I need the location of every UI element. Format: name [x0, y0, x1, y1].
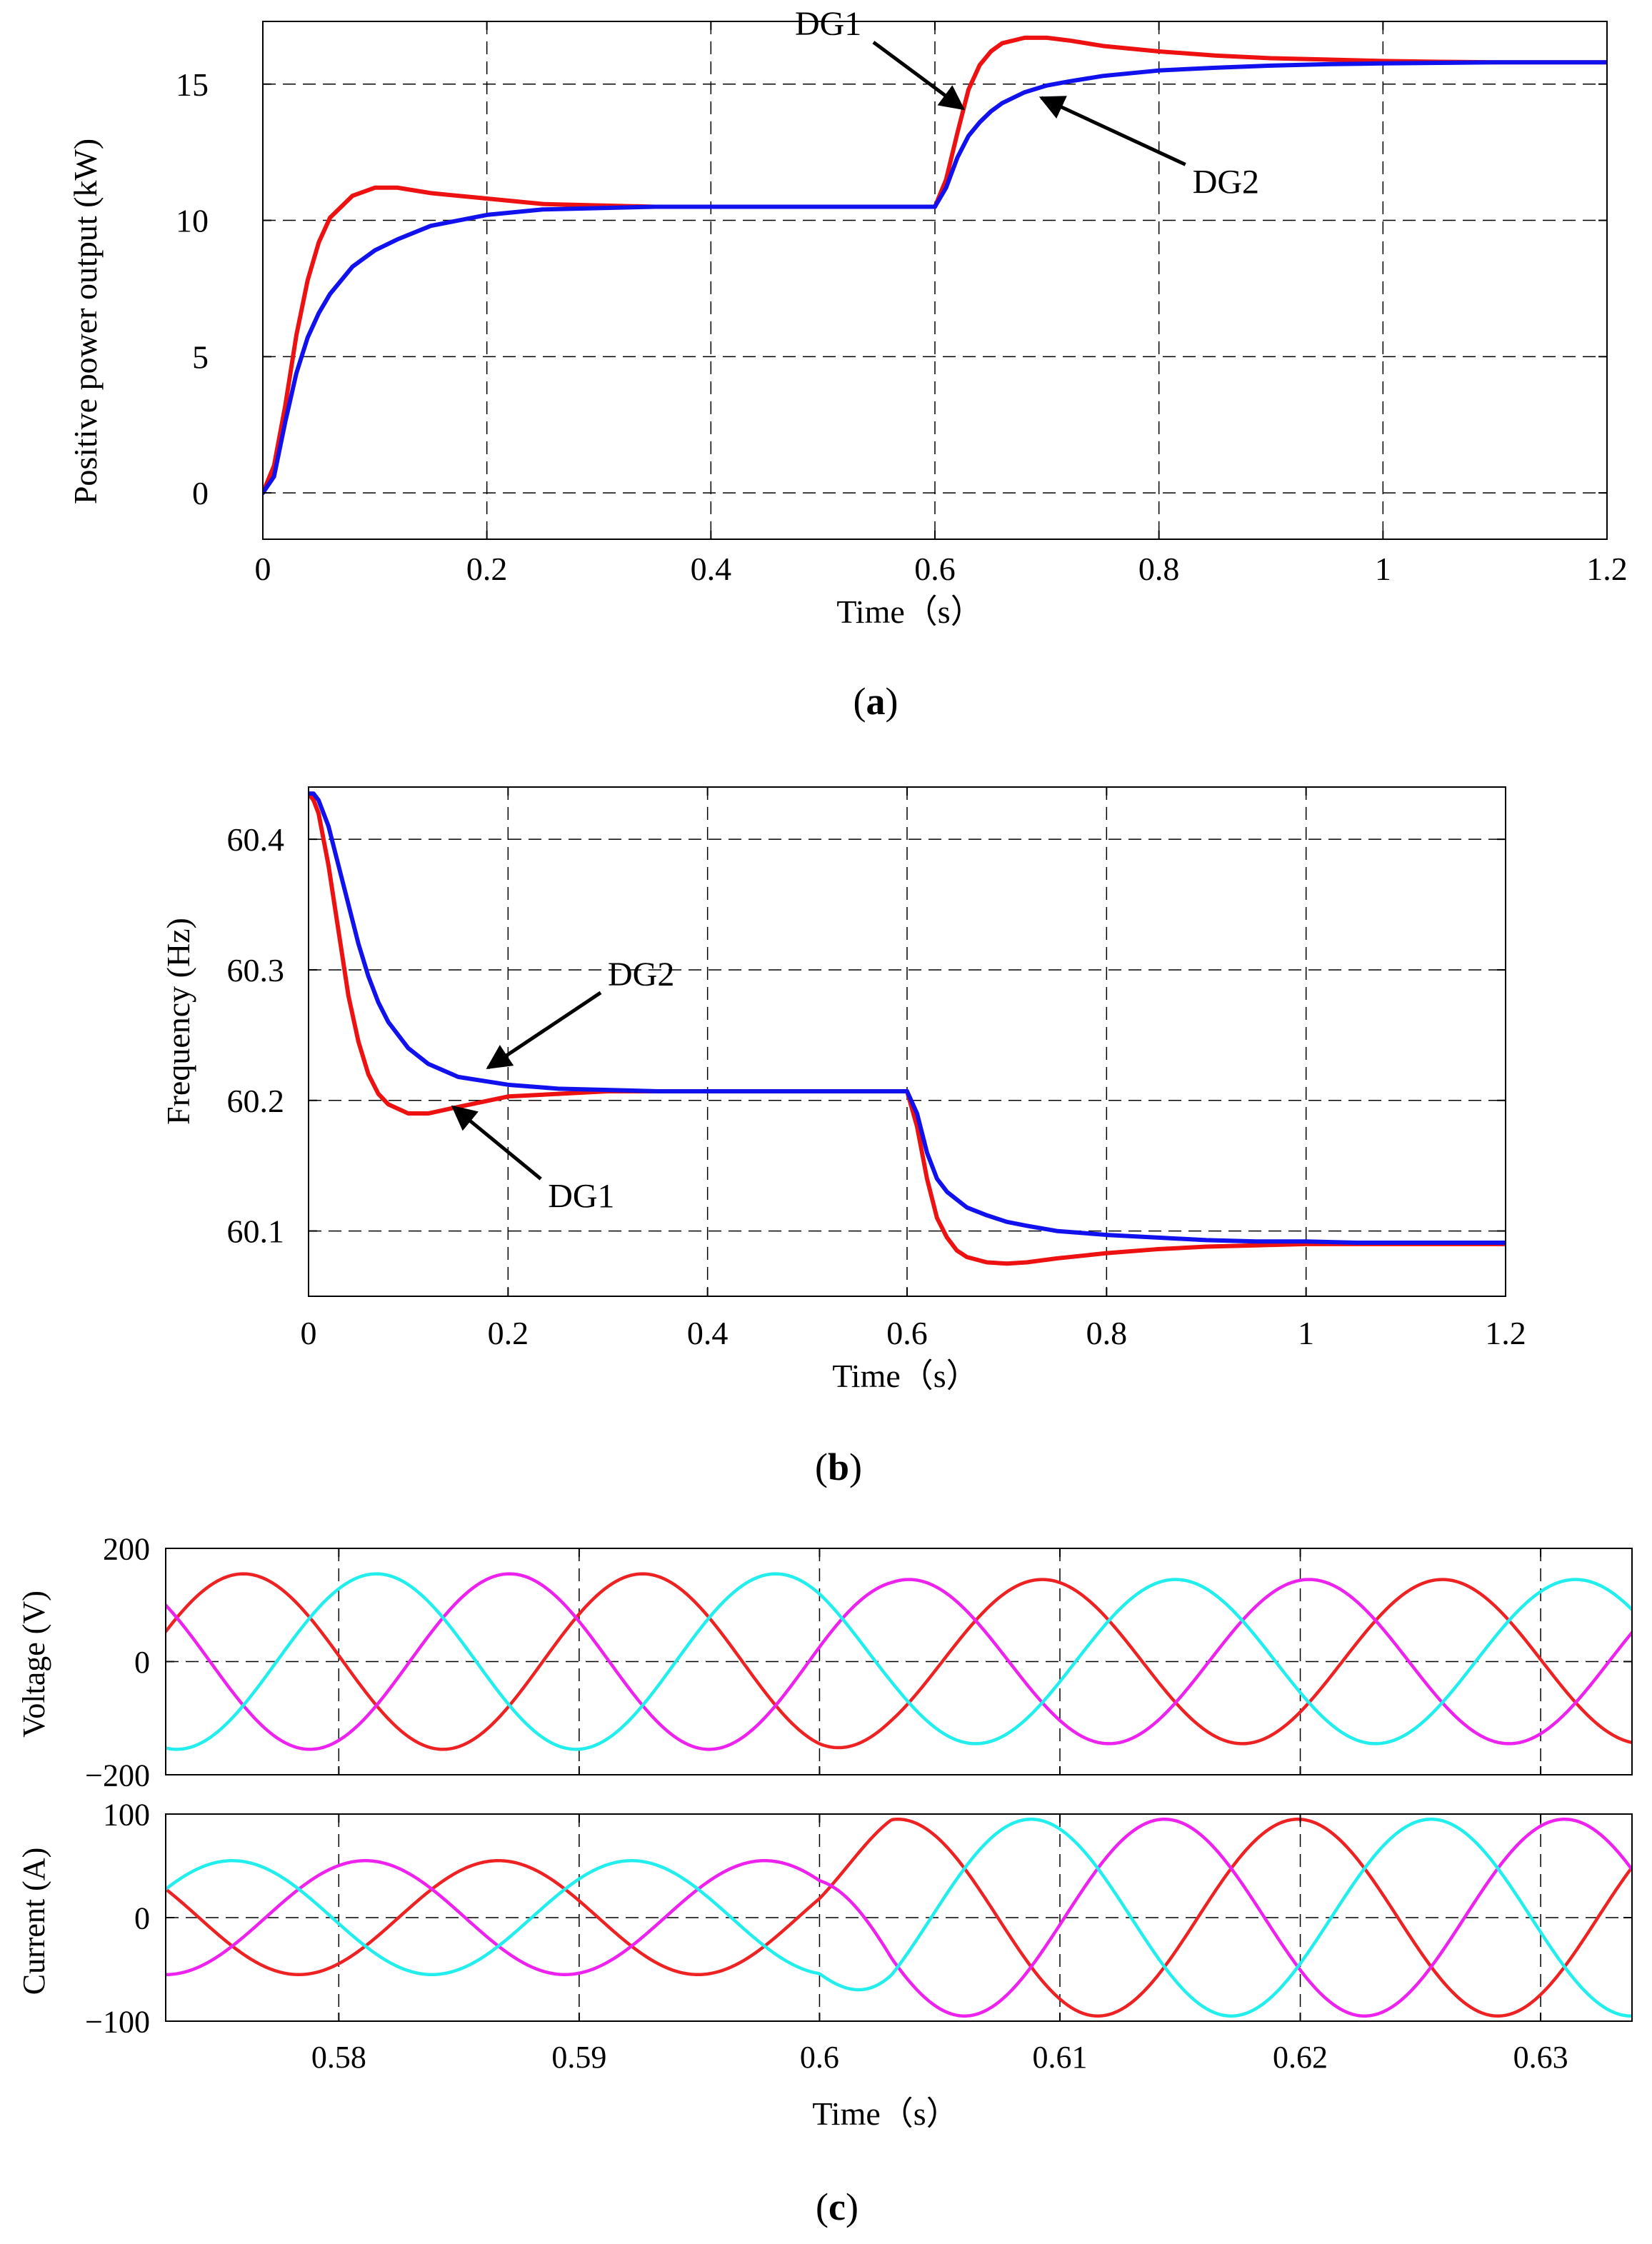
- y-tick-label: 60.3: [227, 952, 285, 988]
- x-tick-label: 0.2: [466, 551, 508, 587]
- series-group: [166, 1572, 1632, 1751]
- y-tick-label: 0: [192, 475, 209, 511]
- panel-b-ylabel: Frequency (Hz): [160, 918, 196, 1125]
- panel-a-ylabel: Positive power output (kW): [67, 139, 104, 504]
- panel-b-caption: (b): [815, 1446, 862, 1488]
- series-group: [309, 791, 1506, 1266]
- x-tick-label: 0: [255, 551, 271, 587]
- series-line-phase-b: [166, 1818, 1632, 2018]
- panel-c-caption: (c): [816, 2185, 858, 2228]
- x-tick-label: 0.6: [914, 551, 956, 587]
- y-tick-label: −200: [85, 1758, 150, 1793]
- annotation-label-dg2: DG2: [608, 956, 674, 993]
- y-tick-label: 60.4: [227, 821, 285, 858]
- y-tick-label: 100: [103, 1797, 150, 1832]
- x-tick-label: 0.4: [691, 551, 732, 587]
- annotation-arrow-dg1: [872, 41, 966, 111]
- panel-b-frequency: Frequency (Hz) Time（s） (b) 0 0.2 0.4 0.6 0.8…: [160, 786, 1526, 1488]
- x-tick-label: 0.6: [886, 1315, 928, 1351]
- annotation-arrow-dg2: [486, 991, 602, 1070]
- x-tick-label: 0.6: [800, 2040, 839, 2075]
- panel-b-xlabel: Time（s）: [832, 1358, 978, 1394]
- x-tick-label: 0.63: [1513, 2040, 1568, 2075]
- panel-b-caption-letter: b: [828, 1446, 849, 1488]
- x-tick-label: 0.61: [1032, 2040, 1087, 2075]
- x-tick-label: 0.8: [1138, 551, 1180, 587]
- annotation-label-dg2: DG2: [1193, 163, 1259, 201]
- annotation-arrow-dg1: [451, 1105, 542, 1181]
- series-group: [263, 35, 1607, 496]
- x-tick-label: 0.8: [1086, 1315, 1128, 1351]
- panel-c-xlabel: Time（s）: [812, 2095, 958, 2132]
- panel-c-caption-letter: c: [828, 2185, 846, 2228]
- y-tick-label: 5: [192, 339, 209, 375]
- y-tick-label: 0: [134, 1900, 150, 1935]
- y-tick-label: 200: [103, 1531, 150, 1566]
- y-tick-label: 60.1: [227, 1213, 285, 1250]
- x-tick-label: 0.62: [1273, 2040, 1328, 2075]
- series-line-phase-b: [166, 1572, 1632, 1751]
- series-line-phase-a: [166, 1572, 1632, 1751]
- plot-frame: [308, 786, 1506, 1297]
- panel-c-current: Current (A) Time（s） (c) 0.58 0.59 0.6 0.61 0…: [16, 1797, 1633, 2228]
- panel-c-voltage: Voltage (V) −200 0 200: [16, 1531, 1633, 1793]
- x-tick-label: 1: [1298, 1315, 1314, 1351]
- annotation-label-dg1: DG1: [795, 5, 861, 43]
- panel-c-voltage-ylabel: Voltage (V): [16, 1591, 51, 1738]
- panel-c-current-ylabel: Current (A): [16, 1848, 51, 1995]
- series-line-dg2: [309, 791, 1506, 1246]
- series-line-dg2: [263, 60, 1607, 496]
- y-tick-label: 15: [176, 66, 209, 103]
- x-tick-label: 0.59: [551, 2040, 606, 2075]
- annotation-label-dg1: DG1: [548, 1178, 614, 1216]
- x-tick-label: 1.2: [1485, 1315, 1526, 1351]
- annotation-arrow-dg2: [1038, 96, 1186, 166]
- series-group: [166, 1818, 1632, 2018]
- y-tick-label: −100: [85, 2004, 150, 2039]
- x-tick-label: 0.4: [687, 1315, 729, 1351]
- panel-a-power: Positive power output (kW) Time（s） (a) 0…: [67, 5, 1628, 723]
- x-tick-label: 1.2: [1586, 551, 1628, 587]
- y-tick-label: 10: [176, 203, 209, 239]
- x-tick-label: 0.58: [311, 2040, 366, 2075]
- y-tick-label: 60.2: [227, 1083, 285, 1119]
- panel-a-caption: (a): [853, 680, 898, 723]
- series-line-phase-a: [166, 1818, 1632, 2018]
- panel-a-caption-letter: a: [866, 680, 886, 723]
- x-tick-label: 0: [301, 1315, 317, 1351]
- x-tick-label: 0.2: [488, 1315, 529, 1351]
- panel-a-xlabel: Time（s）: [836, 593, 983, 630]
- y-tick-label: 0: [134, 1645, 150, 1680]
- series-line-phase-c: [166, 1818, 1632, 2018]
- series-line-phase-c: [166, 1572, 1632, 1751]
- x-tick-label: 1: [1375, 551, 1391, 587]
